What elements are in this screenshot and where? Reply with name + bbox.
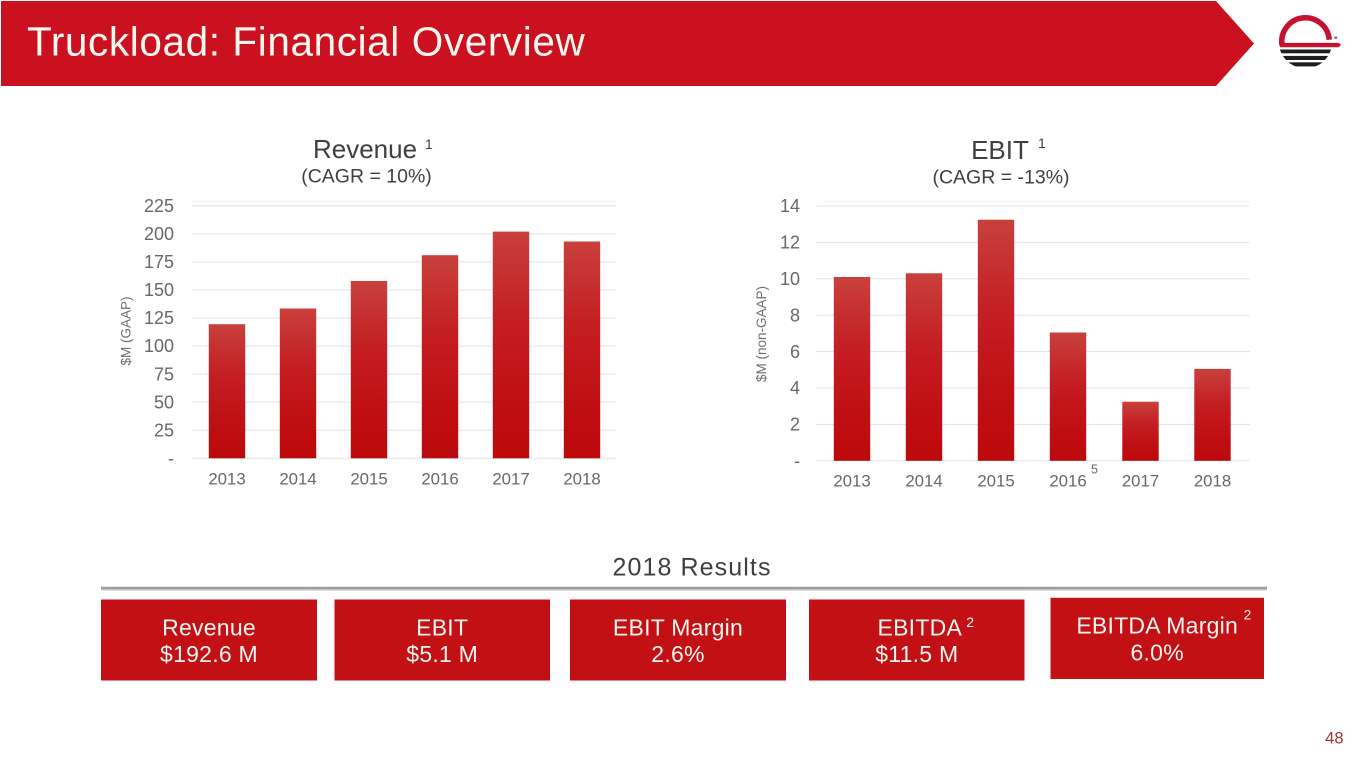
svg-text:2016: 2016: [1049, 471, 1086, 490]
svg-text:$11.5 M: $11.5 M: [875, 641, 958, 667]
svg-text:48: 48: [1325, 730, 1343, 748]
svg-text:2014: 2014: [905, 471, 942, 490]
svg-text:200: 200: [144, 224, 174, 244]
svg-text:Revenue: Revenue: [162, 614, 256, 640]
svg-text:2: 2: [790, 415, 800, 435]
svg-text:10: 10: [780, 269, 800, 289]
svg-text:75: 75: [154, 364, 174, 384]
svg-text:14: 14: [780, 196, 800, 216]
svg-text:EBIT: EBIT: [971, 135, 1029, 165]
svg-text:-: -: [794, 451, 800, 471]
svg-text:12: 12: [780, 233, 800, 253]
svg-text:6: 6: [790, 342, 800, 362]
svg-text:150: 150: [144, 280, 174, 300]
svg-text:Truckload: Financial Overview: Truckload: Financial Overview: [27, 19, 585, 65]
svg-text:2018: 2018: [1194, 471, 1231, 490]
svg-text:100: 100: [144, 336, 174, 356]
svg-text:6.0%: 6.0%: [1130, 639, 1183, 665]
svg-text:2015: 2015: [977, 471, 1014, 490]
svg-text:2016: 2016: [421, 470, 458, 489]
svg-text:2: 2: [966, 614, 974, 630]
svg-text:EBIT: EBIT: [416, 614, 468, 640]
svg-text:4: 4: [790, 378, 800, 398]
svg-text:2017: 2017: [492, 470, 529, 489]
svg-text:125: 125: [144, 308, 174, 328]
svg-text:5: 5: [1091, 463, 1098, 477]
svg-text:225: 225: [144, 196, 174, 216]
svg-text:2013: 2013: [208, 470, 245, 489]
svg-text:2.6%: 2.6%: [651, 641, 704, 667]
svg-text:EBIT Margin: EBIT Margin: [613, 614, 743, 640]
svg-text:2018 Results: 2018 Results: [612, 554, 771, 582]
svg-text:25: 25: [154, 420, 174, 440]
svg-text:2: 2: [1244, 607, 1252, 622]
svg-text:50: 50: [154, 392, 174, 412]
svg-text:$M (GAAP): $M (GAAP): [119, 296, 134, 365]
svg-text:2017: 2017: [1122, 471, 1159, 490]
svg-text:2015: 2015: [350, 470, 387, 489]
svg-text:2013: 2013: [833, 471, 870, 490]
svg-text:175: 175: [144, 252, 174, 272]
svg-text:(CAGR = -13%): (CAGR = -13%): [932, 167, 1069, 189]
svg-text:$192.6 M: $192.6 M: [160, 641, 258, 667]
svg-text:(CAGR = 10%): (CAGR = 10%): [301, 166, 432, 188]
svg-text:8: 8: [790, 305, 800, 325]
svg-text:-: -: [168, 448, 174, 468]
svg-text:EBITDA: EBITDA: [878, 614, 963, 640]
svg-text:Revenue: Revenue: [313, 134, 417, 164]
svg-text:1: 1: [425, 136, 433, 152]
svg-text:$5.1 M: $5.1 M: [406, 641, 478, 667]
svg-text:$M (non-GAAP): $M (non-GAAP): [754, 286, 769, 382]
svg-text:EBITDA Margin: EBITDA Margin: [1076, 613, 1238, 639]
svg-text:1: 1: [1038, 135, 1046, 151]
svg-text:2014: 2014: [279, 470, 316, 489]
svg-text:2018: 2018: [563, 470, 600, 489]
